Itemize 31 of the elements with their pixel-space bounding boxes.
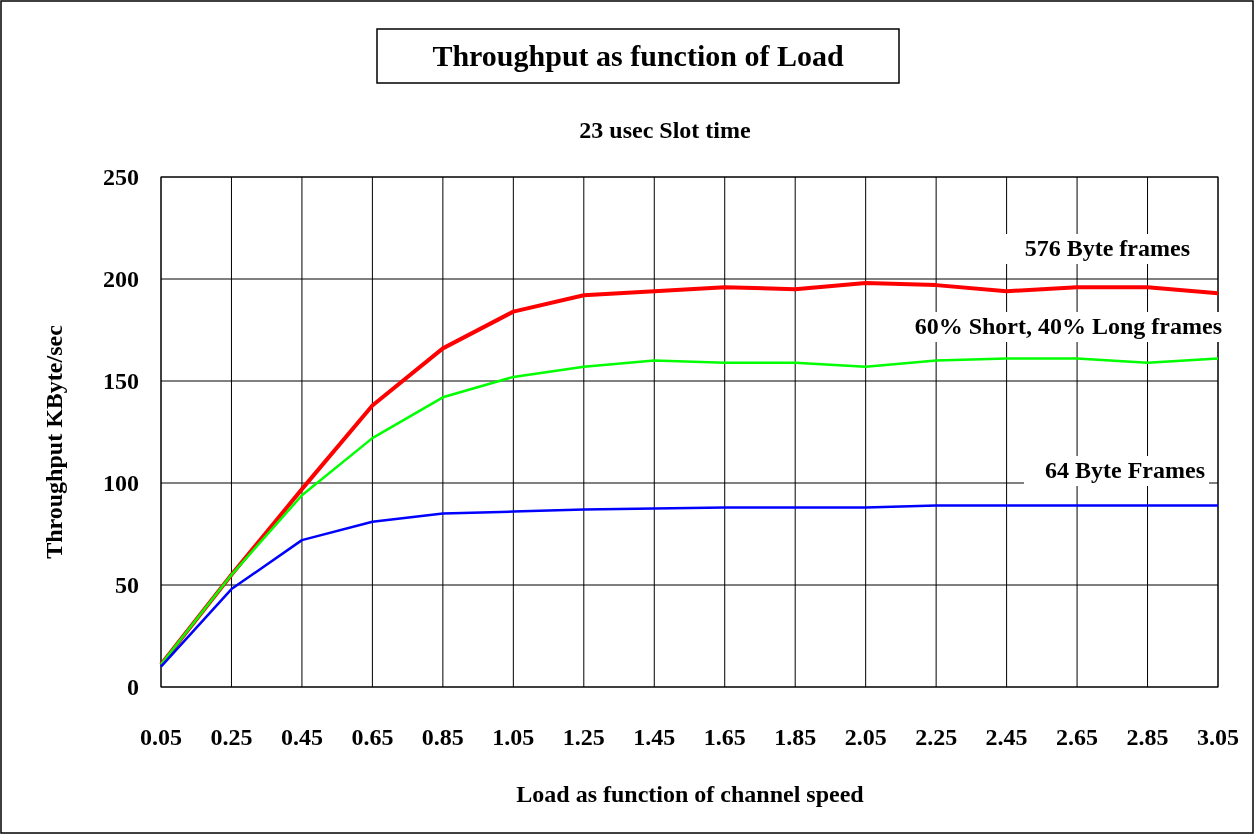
y-tick-label: 0: [127, 674, 139, 700]
x-tick-label: 2.45: [985, 724, 1028, 750]
x-tick-label: 3.05: [1197, 724, 1239, 750]
line-series: [159, 357, 1220, 666]
x-tick-label: 0.25: [210, 724, 253, 750]
x-tick-label: 2.65: [1056, 724, 1099, 750]
series-label: 64 Byte Frames: [1045, 457, 1205, 483]
chart-subtitle: 23 usec Slot time: [579, 117, 751, 143]
x-tick-label: 1.05: [492, 724, 535, 750]
x-tick-label: 2.85: [1126, 724, 1169, 750]
y-tick-label: 50: [115, 572, 139, 598]
y-tick-label: 100: [103, 470, 139, 496]
x-axis-title: Load as function of channel speed: [516, 781, 865, 807]
series-label: 60% Short, 40% Long frames: [914, 313, 1222, 339]
x-tick-label: 1.45: [633, 724, 676, 750]
x-tick-label: 0.05: [140, 724, 182, 750]
x-tick-label: 1.65: [703, 724, 746, 750]
x-tick-label: 1.85: [774, 724, 817, 750]
y-axis-title: Throughput KByte/sec: [41, 324, 67, 559]
chart-title: Throughput as function of Load: [432, 39, 844, 72]
y-tick-label: 150: [103, 368, 139, 394]
y-tick-label: 200: [103, 266, 139, 292]
series-label: 576 Byte frames: [1024, 235, 1190, 261]
line-series: [159, 504, 1220, 668]
y-tick-label: 250: [103, 164, 139, 190]
x-tick-label: 1.25: [562, 724, 605, 750]
x-tick-label: 0.85: [421, 724, 464, 750]
x-tick-label: 2.25: [915, 724, 958, 750]
x-tick-label: 0.45: [280, 724, 323, 750]
x-tick-label: 2.05: [844, 724, 887, 750]
x-tick-label: 0.65: [351, 724, 394, 750]
